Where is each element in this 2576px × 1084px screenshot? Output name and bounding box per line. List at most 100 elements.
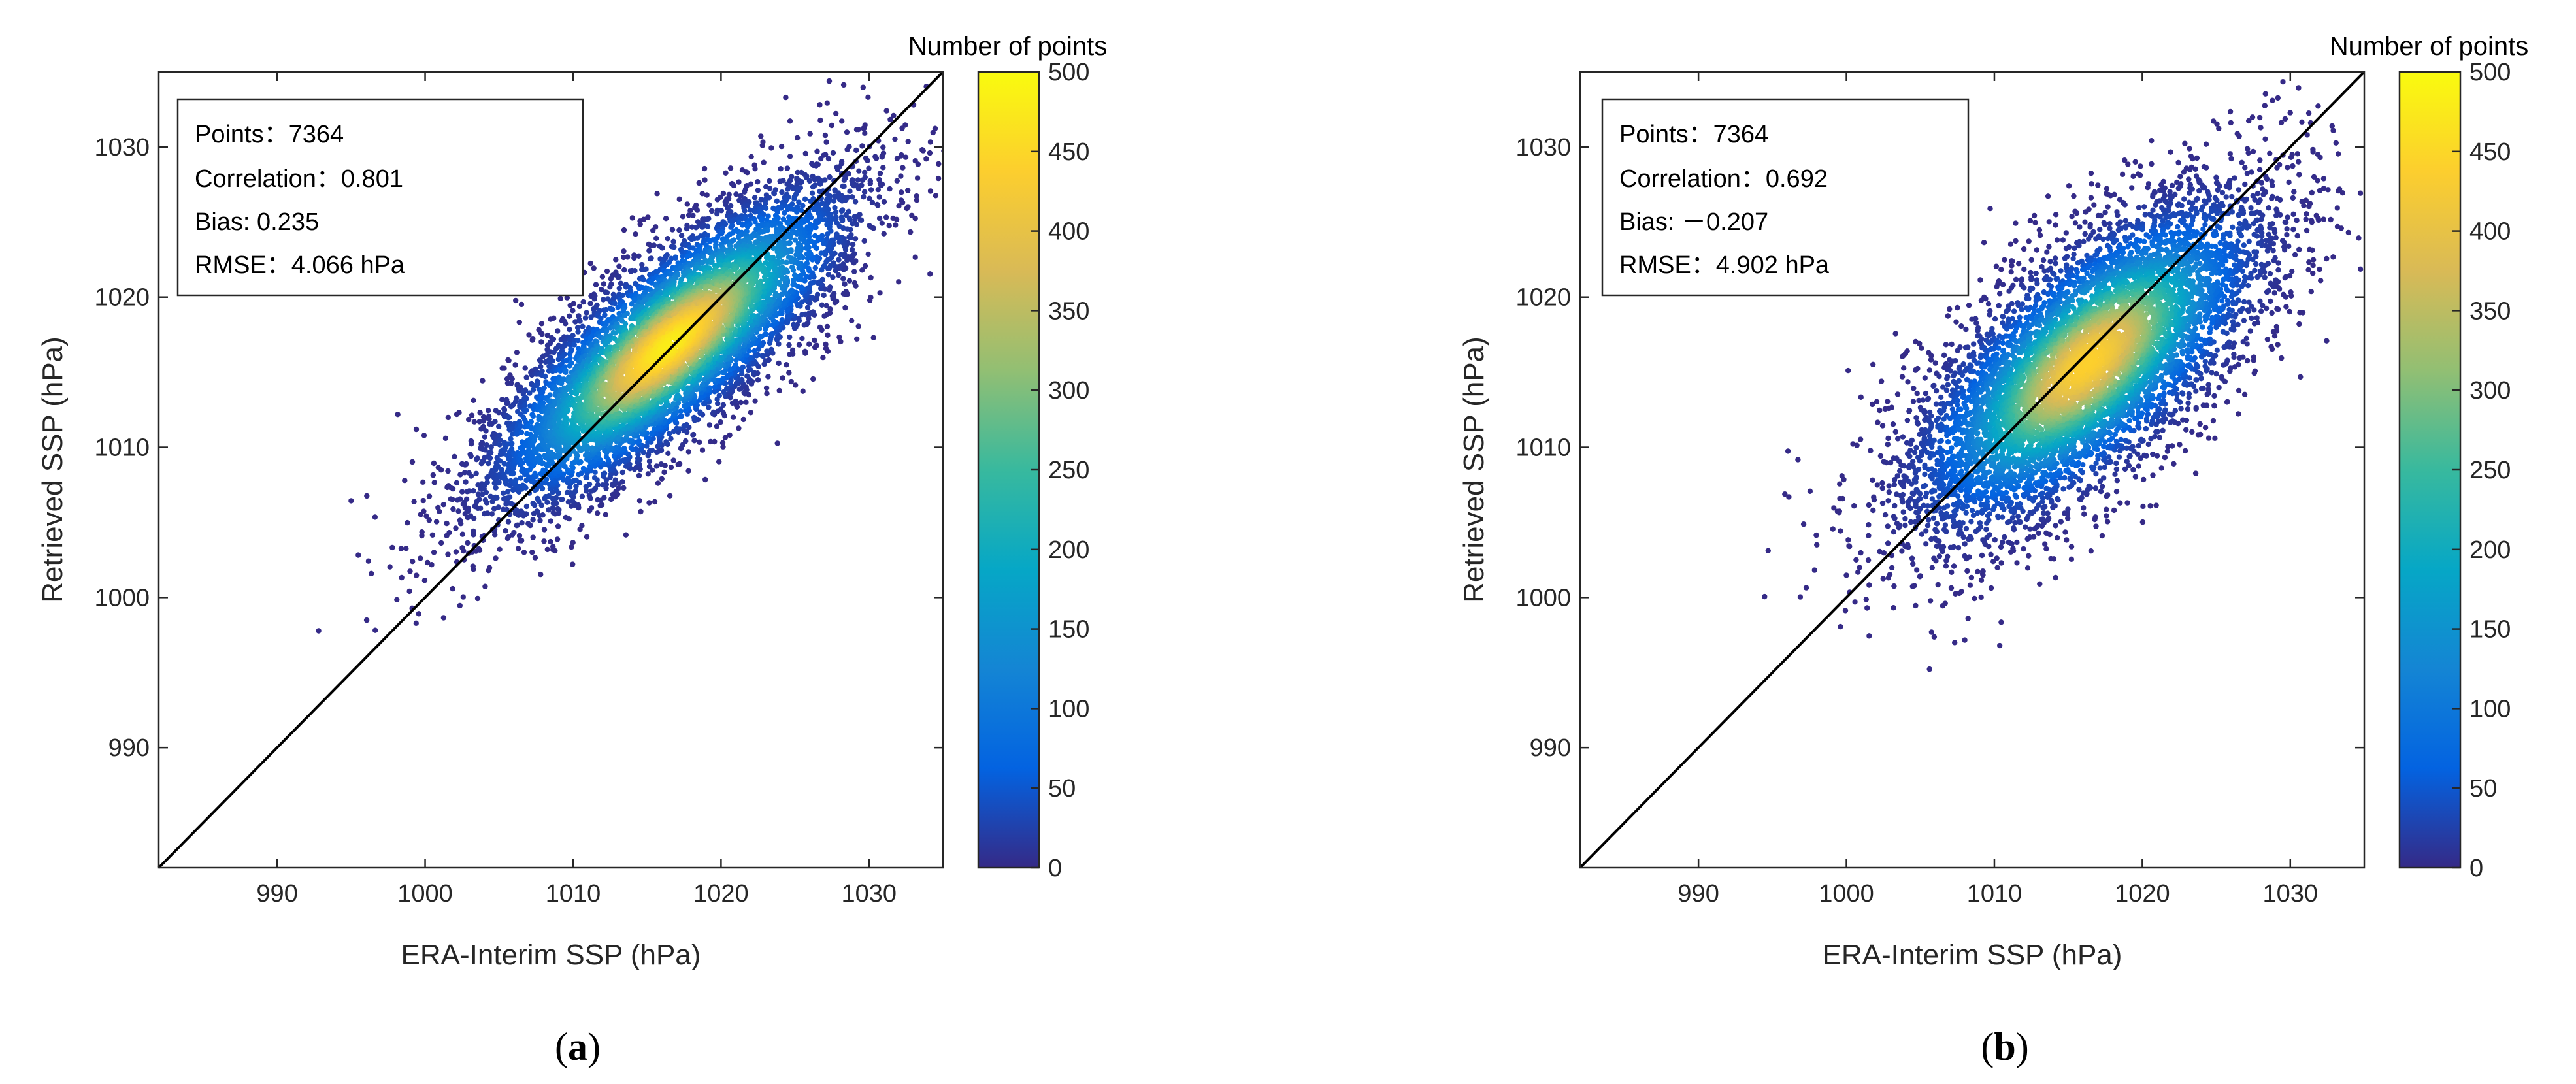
scatter-point [601, 470, 608, 476]
scatter-point [833, 110, 839, 117]
scatter-point [604, 268, 610, 274]
scatter-point [517, 538, 523, 544]
scatter-point [636, 253, 642, 259]
scatter-point [768, 331, 774, 337]
scatter-point [802, 239, 808, 245]
scatter-point [857, 40, 862, 45]
scatter-point [582, 315, 589, 321]
scatter-point [698, 394, 704, 401]
scatter-point [802, 196, 808, 202]
scatter-point [579, 523, 585, 529]
scatter-point [564, 416, 570, 423]
scatter-point [894, 156, 900, 161]
scatter-point [690, 432, 696, 438]
scatter-point [755, 377, 761, 383]
scatter-point [912, 158, 918, 164]
scatter-point [442, 435, 449, 441]
scatter-point [814, 291, 821, 298]
scatter-point [849, 318, 855, 323]
scatter-point [685, 449, 692, 455]
scatter-point [738, 193, 744, 199]
scatter-point [667, 493, 673, 499]
scatter-point [804, 255, 811, 261]
scatter-point [819, 302, 825, 308]
scatter-point [486, 408, 491, 414]
scatter-point [588, 505, 595, 511]
scatter-point [840, 276, 846, 282]
scatter-point [572, 488, 578, 495]
scatter-point [628, 288, 634, 294]
scatter-point [844, 226, 851, 232]
scatter-point [648, 255, 654, 261]
scatter-point [539, 331, 545, 337]
scatter-point [759, 142, 766, 148]
scatter-point [860, 84, 867, 90]
scatter-point [640, 276, 646, 283]
scatter-point [457, 496, 463, 502]
scatter-point [859, 267, 865, 273]
scatter-point [712, 438, 718, 445]
scatter-point [790, 282, 796, 287]
scatter-point [694, 207, 701, 213]
scatter-point [716, 393, 723, 399]
scatter-point [511, 529, 517, 536]
scatter-point [538, 571, 544, 578]
scatter-point [779, 189, 785, 195]
scatter-point [619, 479, 625, 485]
scatter-point [666, 431, 672, 436]
scatter-point [621, 267, 627, 273]
scatter-point [541, 538, 547, 544]
scatter-point [803, 174, 810, 180]
scatter-point [776, 341, 782, 347]
scatter-point [900, 165, 906, 171]
scatter-point [833, 209, 839, 216]
scatter-point [454, 480, 460, 486]
scatter-point [909, 212, 915, 218]
scatter-point [861, 194, 867, 200]
scatter-point [600, 482, 606, 488]
scatter-point [518, 475, 523, 481]
scatter-point [537, 517, 543, 523]
scatter-point [512, 399, 519, 404]
scatter-point [603, 306, 609, 313]
scatter-point [364, 493, 370, 499]
scatter-point [734, 402, 740, 408]
scatter-point [484, 479, 490, 485]
scatter-point [674, 425, 680, 431]
scatter-point [635, 455, 641, 461]
scatter-point [589, 445, 595, 451]
scatter-point [877, 180, 883, 186]
scatter-point [571, 342, 577, 348]
scatter-point [933, 193, 939, 199]
scatter-point [876, 194, 883, 200]
scatter-point [824, 222, 830, 227]
scatter-point [601, 495, 607, 501]
scatter-point [665, 450, 671, 456]
scatter-point [495, 504, 501, 510]
scatter-point [823, 236, 830, 242]
scatter-point [812, 233, 818, 239]
scatter-point [849, 246, 855, 253]
scatter-point [429, 532, 436, 538]
scatter-point [680, 253, 685, 259]
scatter-point [595, 497, 601, 503]
scatter-point [663, 216, 669, 222]
scatter-point [463, 461, 469, 467]
scatter-point [763, 255, 770, 261]
scatter-point [528, 419, 534, 425]
scatter-point [827, 306, 833, 312]
scatter-point [748, 212, 753, 219]
scatter-point [778, 143, 785, 150]
scatter-point [471, 419, 478, 425]
scatter-point [438, 467, 444, 473]
scatter-point [899, 125, 905, 131]
scatter-point [414, 572, 420, 578]
scatter-point [840, 183, 846, 189]
scatter-point [819, 233, 825, 238]
scatter-point [767, 178, 772, 184]
scatter-point [834, 167, 841, 172]
scatter-point [619, 469, 625, 476]
scatter-point [450, 506, 456, 512]
scatter-point [914, 175, 921, 181]
